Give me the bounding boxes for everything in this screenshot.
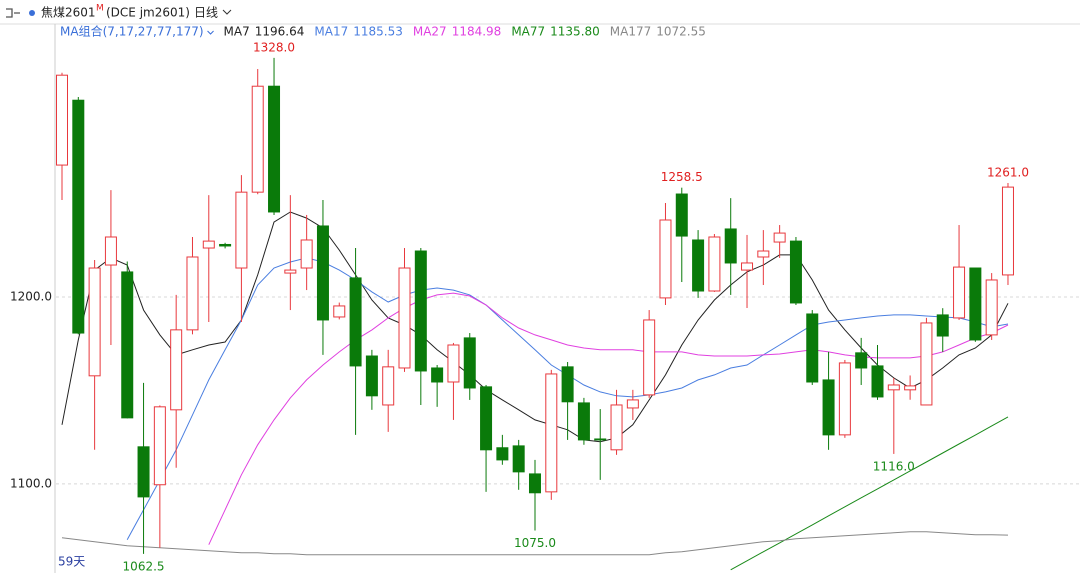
symbol: 焦煤2601 (41, 6, 96, 20)
ma-title[interactable]: MA组合(7,17,27,77,177) (60, 24, 204, 39)
candle-body (414, 250, 427, 372)
candle-body (88, 267, 101, 377)
legend-name: MA177 (610, 25, 651, 39)
status-dot (29, 10, 35, 16)
header: 焦煤2601 M (DCE jm2601) 日线 (0, 4, 1080, 25)
candle-body (724, 228, 737, 264)
candle-body (431, 367, 444, 383)
candle-body (496, 447, 509, 461)
candle-body (333, 305, 346, 318)
dropdown-icon[interactable] (222, 9, 232, 15)
candle-body (186, 256, 199, 331)
candle-body (251, 85, 264, 193)
candle-body (1001, 186, 1014, 276)
y-tick-label: 1200.0 (10, 289, 52, 303)
ma-line (208, 292, 1009, 545)
extreme-label: 1258.5 (661, 170, 703, 184)
candle-body (610, 404, 623, 451)
candle-body (382, 366, 395, 406)
legend-value: 1072.55 (656, 25, 706, 39)
y-tick-label: 1100.0 (10, 476, 52, 490)
candle-body (202, 240, 215, 249)
candle-body (72, 99, 85, 334)
legend-value: 1196.64 (255, 25, 305, 39)
candle-body (659, 219, 672, 299)
extreme-label: 1075.0 (514, 536, 556, 550)
candle-body (855, 352, 868, 369)
candle-body (137, 446, 150, 498)
candle-body (561, 366, 574, 403)
ma-dropdown-icon (207, 30, 214, 35)
candle-body (887, 384, 900, 391)
candle-body (822, 379, 835, 436)
legend-name: MA17 (314, 25, 348, 39)
candle-body (594, 438, 607, 441)
legend-value: 1184.98 (452, 25, 502, 39)
legend-name: MA27 (413, 25, 447, 39)
candle-body (480, 386, 493, 451)
extreme-label: 1116.0 (873, 459, 915, 473)
candle-body (675, 193, 688, 237)
legend-name: MA7 (224, 25, 250, 39)
extreme-label: 1328.0 (253, 40, 295, 54)
code: (DCE jm2601) (106, 6, 190, 20)
candle-body (56, 74, 68, 166)
candle-body (268, 85, 281, 213)
period[interactable]: 日线 (194, 6, 218, 20)
legend-name: MA77 (511, 25, 545, 39)
candle-body (528, 473, 541, 494)
candle-body (545, 373, 558, 493)
candle-body (365, 355, 378, 397)
candle-body (757, 250, 770, 258)
days-label: 59天 (58, 555, 85, 569)
candle-body (284, 269, 297, 274)
candle-body (806, 313, 819, 383)
candle-body (985, 279, 998, 336)
ma-line (61, 211, 1009, 443)
ma-line (61, 531, 1009, 556)
extreme-label: 1261.0 (987, 166, 1029, 180)
candle-body (121, 271, 134, 419)
candle-body (463, 337, 476, 389)
extreme-label: 1062.5 (123, 559, 165, 573)
candle-body (219, 243, 232, 247)
candle-body (936, 314, 949, 337)
candle-body (512, 445, 525, 473)
candle-body (920, 322, 933, 406)
candle-body (708, 236, 721, 292)
candle-body (969, 267, 982, 341)
candle-body (692, 239, 705, 292)
candle-body (153, 406, 166, 486)
candle-body (398, 267, 411, 369)
candle-body (953, 266, 966, 319)
candle-body (300, 239, 313, 269)
candle-body (789, 240, 802, 304)
candle-body (316, 225, 329, 321)
candle-body (741, 262, 754, 271)
candle-body (577, 402, 590, 441)
candle-body (626, 399, 639, 409)
candle-body (904, 385, 917, 391)
candle-body (643, 319, 656, 396)
candle-body (170, 329, 183, 411)
candle-body (104, 236, 117, 266)
candle-body (773, 232, 786, 243)
legend-value: 1185.53 (353, 25, 403, 39)
flag: M (96, 4, 104, 14)
candle-body (235, 191, 248, 269)
ma-line (730, 416, 1009, 571)
candle-body (838, 362, 851, 436)
candle-body (447, 344, 460, 383)
link-icon[interactable] (6, 8, 20, 18)
legend-value: 1135.80 (550, 25, 600, 39)
candle-body (349, 277, 362, 367)
candle-body (871, 365, 884, 398)
